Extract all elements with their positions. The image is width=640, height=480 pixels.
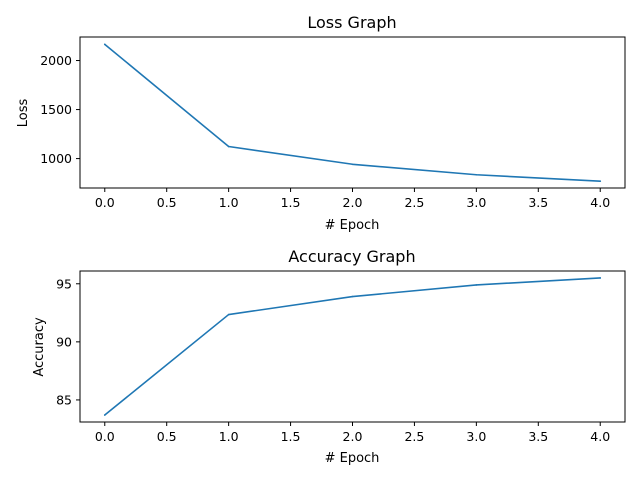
accuracy-y-tick-label: 95 — [56, 276, 72, 291]
loss-x-tick-label: 3.0 — [466, 195, 486, 210]
loss-y-tick-label: 1000 — [40, 151, 72, 166]
accuracy-series-line — [103, 277, 602, 416]
loss-x-tick-label: 2.0 — [343, 195, 363, 210]
loss-y-tick-label: 2000 — [40, 53, 72, 68]
accuracy-y-tick-label: 85 — [56, 392, 72, 407]
accuracy-x-axis-label: # Epoch — [325, 451, 380, 466]
accuracy-x-tick-label: 1.5 — [281, 429, 301, 444]
loss-x-axis-label: # Epoch — [325, 218, 380, 233]
loss-data-point — [227, 145, 230, 148]
loss-x-tick-label: 3.5 — [528, 195, 548, 210]
loss-data-point — [351, 163, 354, 166]
loss-x-tick-label: 4.0 — [590, 195, 610, 210]
loss-ticks: 0.0 0.5 1.0 1.5 2.0 2.5 3.0 3.5 4.0 1000 1500 2000 — [40, 53, 610, 210]
loss-x-tick-label: 0.5 — [157, 195, 177, 210]
accuracy-chart-title: Accuracy Graph — [288, 247, 415, 266]
loss-series-line — [103, 43, 602, 182]
loss-x-tick-label: 2.5 — [404, 195, 424, 210]
accuracy-data-point — [599, 277, 602, 279]
loss-y-tick-label: 1500 — [40, 102, 72, 117]
accuracy-x-tick-label: 2.5 — [404, 429, 424, 444]
accuracy-x-tick-label: 0.5 — [157, 429, 177, 444]
accuracy-x-tick-label: 0.0 — [95, 429, 115, 444]
loss-y-axis-label: Loss — [16, 99, 31, 128]
accuracy-x-tick-label: 3.5 — [528, 429, 548, 444]
loss-subplot: Loss Graph 0.0 0.5 1.0 1.5 2.0 2.5 3.0 3.5 4.0 10… — [16, 13, 626, 233]
accuracy-subplot: Accuracy Graph 0.0 0.5 1.0 1.5 2.0 2.5 3.0 3.5 4… — [32, 247, 626, 466]
loss-chart-title: Loss Graph — [307, 13, 396, 32]
accuracy-data-point — [103, 414, 106, 416]
accuracy-data-point — [227, 313, 230, 316]
accuracy-y-tick-label: 90 — [56, 334, 72, 349]
accuracy-y-axis-label: Accuracy — [32, 317, 47, 377]
loss-plot-frame — [79, 36, 626, 189]
accuracy-points — [103, 277, 602, 416]
accuracy-data-point — [475, 284, 478, 286]
accuracy-data-point — [351, 295, 354, 298]
loss-data-point — [103, 43, 106, 46]
accuracy-x-tick-label: 3.0 — [466, 429, 486, 444]
accuracy-ticks: 0.0 0.5 1.0 1.5 2.0 2.5 3.0 3.5 4.0 85 90 95 — [56, 276, 610, 444]
loss-x-tick-label: 1.0 — [219, 195, 239, 210]
accuracy-x-tick-label: 1.0 — [219, 429, 239, 444]
loss-x-tick-label: 0.0 — [95, 195, 115, 210]
accuracy-x-tick-label: 2.0 — [343, 429, 363, 444]
loss-data-point — [475, 173, 478, 176]
accuracy-plot-frame — [79, 270, 626, 423]
accuracy-x-tick-label: 4.0 — [590, 429, 610, 444]
loss-points — [103, 43, 602, 182]
loss-x-tick-label: 1.5 — [281, 195, 301, 210]
loss-data-point — [599, 180, 602, 182]
